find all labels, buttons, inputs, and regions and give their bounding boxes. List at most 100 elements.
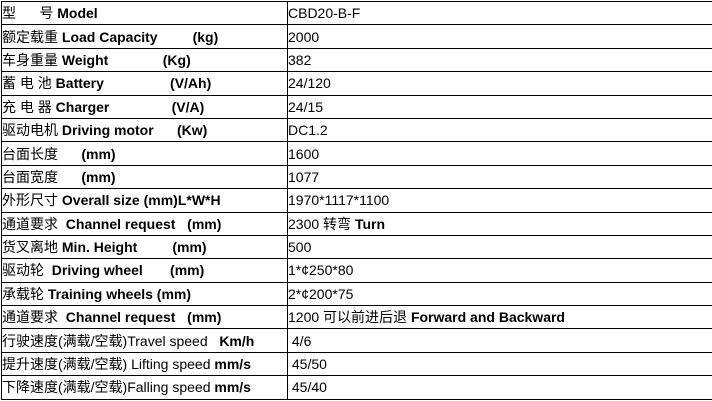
spec-value-cell: 1*¢250*80: [287, 258, 712, 283]
text-segment: (mm): [58, 145, 116, 162]
spec-row: 车身重量 Weight (Kg) 382: [1, 47, 712, 73]
text-segment: 充 电 器: [2, 98, 56, 115]
spec-value-cell: 1600: [287, 141, 712, 166]
spec-value-cell: 2000: [287, 24, 712, 49]
text-segment: 2300 转弯: [288, 215, 355, 232]
spec-row: 提升速度(满载/空载) Lifting speed mm/s 45/50: [1, 351, 712, 377]
text-segment: 驱动电机: [2, 122, 62, 139]
spec-value-cell: DC1.2: [287, 117, 712, 143]
text-segment: 1600: [288, 145, 320, 162]
text-segment: 承载轮: [2, 285, 48, 302]
spec-row: 型 号 Model CBD20-B-F: [1, 0, 712, 26]
text-segment: 驱动轮: [2, 262, 52, 279]
spec-value-cell: 1077: [287, 164, 712, 190]
spec-label-cell: 提升速度(满载/空载) Lifting speed mm/s: [1, 351, 288, 377]
text-segment: 1970*1117*1100: [288, 192, 390, 209]
text-segment: Travel speed: [127, 332, 208, 349]
spec-row: 通道要求 Channel request (mm) 2300 转弯 Turn: [1, 211, 712, 236]
text-segment: 4/6: [288, 332, 312, 349]
text-segment: 通道要求: [2, 215, 66, 232]
spec-row: 蓄 电 池 Battery (V/Ah) 24/120: [1, 71, 712, 96]
text-segment: (mm): [175, 215, 222, 232]
spec-label-cell: 台面宽度 (mm): [1, 164, 288, 190]
text-segment: Channel request: [65, 309, 176, 326]
spec-label-cell: 驱动电机 Driving motor (Kw): [1, 117, 288, 143]
text-segment: Driving wheel: [51, 262, 143, 279]
spec-row: 承载轮 Training wheels (mm) 2*¢200*75: [1, 281, 712, 307]
text-segment: 车身重量: [2, 51, 62, 68]
spec-row: 行驶速度(满载/空载)Travel speed Km/h 4/6: [1, 328, 712, 353]
text-segment: Load Capacity: [61, 28, 158, 45]
text-segment: 2*¢200*75: [288, 285, 354, 302]
text-segment: 下降速度(满载/空载): [2, 379, 128, 396]
spec-value-cell: 500: [287, 234, 712, 260]
text-segment: (Kg): [108, 51, 191, 68]
text-segment: (V/A): [109, 98, 205, 115]
text-segment: Channel request: [65, 215, 176, 232]
text-segment: 24/15: [288, 98, 324, 115]
text-segment: Km/h: [219, 332, 255, 349]
text-segment: 台面长度: [2, 145, 59, 162]
spec-value-cell: 4/6: [287, 328, 712, 353]
spec-row: 驱动电机 Driving motor (Kw) DC1.2: [1, 117, 712, 143]
spec-value-cell: CBD20-B-F: [287, 0, 712, 26]
text-segment: Model: [57, 5, 98, 22]
text-segment: (V/Ah): [103, 75, 212, 92]
spec-label-cell: 充 电 器 Charger (V/A): [1, 94, 288, 119]
spec-label-cell: 货叉离地 Min. Height (mm): [1, 234, 288, 260]
spec-label-cell: 行驶速度(满载/空载)Travel speed Km/h: [1, 328, 288, 353]
spec-value-cell: 382: [287, 47, 712, 73]
text-segment: Lifting speed: [131, 356, 215, 373]
text-segment: 45/50: [288, 356, 327, 373]
text-segment: 1077: [288, 168, 320, 185]
spec-row: 驱动轮 Driving wheel (mm) 1*¢250*80: [1, 258, 712, 283]
text-segment: (Kw): [153, 122, 208, 139]
spec-row: 通道要求 Channel request (mm) 1200 可以前进后退 For…: [1, 305, 712, 330]
text-segment: Weight: [61, 51, 109, 68]
spec-label-cell: 车身重量 Weight (Kg): [1, 47, 288, 73]
text-segment: 行驶速度(满载/空载): [2, 332, 128, 349]
spec-value-cell: 2*¢200*75: [287, 281, 712, 307]
spec-row: 台面宽度 (mm) 1077: [1, 164, 712, 190]
text-segment: 额定载重: [2, 28, 62, 45]
text-segment: CBD20-B-F: [288, 5, 361, 22]
text-segment: 提升速度(满载/空载): [2, 356, 132, 373]
spec-value-cell: 24/120: [287, 71, 712, 96]
text-segment: Min. Height: [61, 239, 138, 256]
text-segment: 货叉离地: [2, 239, 62, 256]
spec-label-cell: 通道要求 Channel request (mm): [1, 211, 288, 236]
text-segment: (mm): [175, 309, 222, 326]
spec-value-cell: 45/40: [287, 375, 712, 400]
text-segment: (mm): [142, 262, 205, 279]
spec-value-cell: 1200 可以前进后退 Forward and Backward: [287, 305, 712, 330]
text-segment: 500: [288, 239, 312, 256]
text-segment: Charger: [55, 98, 110, 115]
text-segment: 1*¢250*80: [288, 262, 354, 279]
text-segment: 382: [288, 51, 312, 68]
spec-label-cell: 外形尺寸 Overall size (mm)L*W*H: [1, 188, 288, 213]
text-segment: [208, 333, 220, 349]
spec-row: 货叉离地 Min. Height (mm) 500: [1, 234, 712, 260]
text-segment: Falling speed: [127, 379, 215, 396]
text-segment: Turn: [354, 215, 386, 232]
spec-label-cell: 台面长度 (mm): [1, 141, 288, 166]
spec-label-cell: 驱动轮 Driving wheel (mm): [1, 258, 288, 283]
text-segment: 型 号: [2, 5, 58, 22]
spec-row: 台面长度 (mm) 1600: [1, 141, 712, 166]
text-segment: 蓄 电 池: [2, 75, 56, 92]
text-segment: (mm): [58, 168, 116, 185]
spec-row: 外形尺寸 Overall size (mm)L*W*H 1970*1117*110…: [1, 188, 712, 213]
spec-label-cell: 额定载重 Load Capacity (kg): [1, 24, 288, 49]
spec-value-cell: 1970*1117*1100: [287, 188, 712, 213]
text-segment: Battery: [55, 75, 104, 92]
text-segment: 1200 可以前进后退: [288, 309, 411, 326]
spec-value-cell: 45/50: [287, 351, 712, 377]
text-segment: Forward and Backward: [410, 309, 565, 326]
text-segment: DC1.2: [288, 122, 328, 139]
spec-row: 充 电 器 Charger (V/A) 24/15: [1, 94, 712, 119]
spec-row: 下降速度(满载/空载)Falling speed mm/s 45/40: [1, 375, 712, 400]
text-segment: 外形尺寸: [2, 192, 62, 209]
text-segment: 通道要求: [2, 309, 66, 326]
text-segment: mm/s: [214, 356, 251, 373]
